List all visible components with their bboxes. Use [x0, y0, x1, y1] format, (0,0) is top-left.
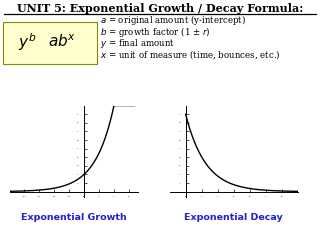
Text: $\mathbf{\mathit{ab}}^x$: $\mathbf{\mathit{ab}}^x$ [48, 34, 76, 50]
Text: $x$ = unit of measure (time, bounces, etc.): $x$ = unit of measure (time, bounces, et… [100, 48, 281, 61]
Text: $a$ = original amount (y-intercept): $a$ = original amount (y-intercept) [100, 13, 246, 27]
FancyBboxPatch shape [3, 22, 97, 64]
Text: $y$ = final amount: $y$ = final amount [100, 36, 175, 49]
Text: $b$ = growth factor (1 ± $r$): $b$ = growth factor (1 ± $r$) [100, 25, 211, 39]
Text: Exponential Growth: Exponential Growth [21, 213, 126, 222]
Text: $\mathit{y}^b$: $\mathit{y}^b$ [18, 31, 36, 53]
Text: Exponential Decay: Exponential Decay [184, 213, 283, 222]
Text: UNIT 5: Exponential Growth / Decay Formula:: UNIT 5: Exponential Growth / Decay Formu… [17, 3, 303, 14]
